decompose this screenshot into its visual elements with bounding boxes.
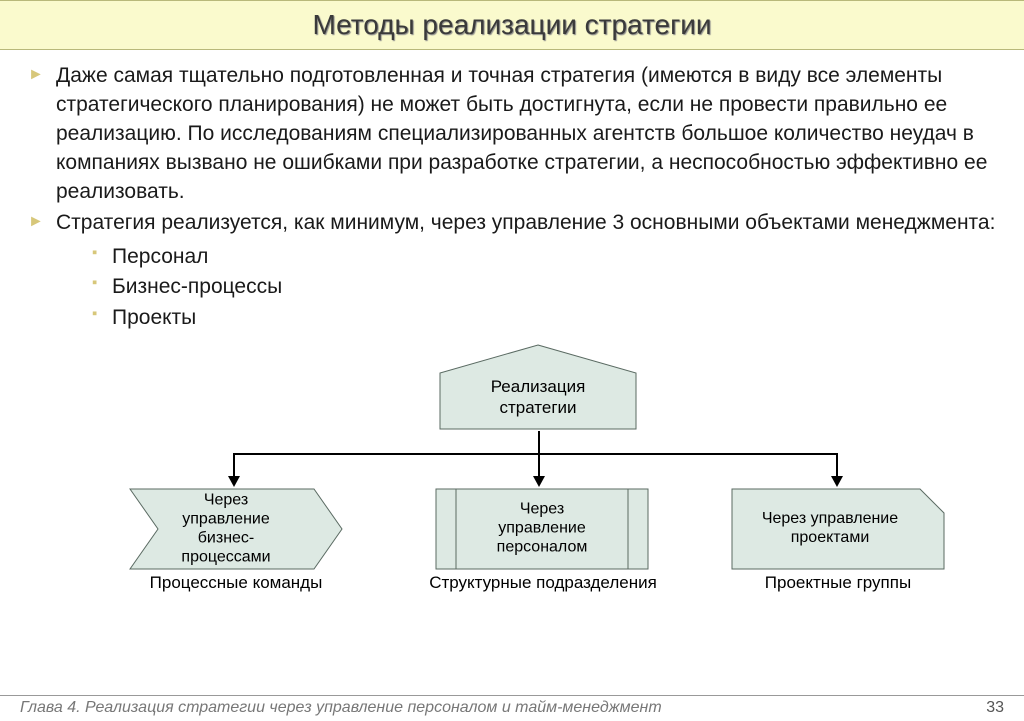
child-node-projects: Через управлениепроектами <box>730 487 946 571</box>
node-label: Черезуправлениеперсоналом <box>434 501 650 558</box>
connector-arrow <box>836 453 838 477</box>
connector-trunk <box>538 431 540 453</box>
node-label: Черезуправлениебизнес-процессами <box>128 491 344 567</box>
title-bar: Методы реализации стратегии <box>0 0 1024 50</box>
node-label: Через управлениепроектами <box>730 510 946 548</box>
connector-arrow <box>233 453 235 477</box>
root-node: Реализациястратегии <box>438 343 638 431</box>
sub-bullets: Персонал Бизнес-процессы Проекты <box>56 242 1000 333</box>
sub-bullet-item: Проекты <box>56 303 1000 333</box>
node-caption: Процессные команды <box>128 573 344 593</box>
diagram: Реализациястратегии Черезуправлениебизне… <box>28 341 1000 591</box>
root-node-label: Реализациястратегии <box>438 377 638 418</box>
footer-chapter: Глава 4. Реализация стратегии через упра… <box>20 699 662 717</box>
node-caption: Проектные группы <box>730 573 946 593</box>
sub-bullet-item: Персонал <box>56 242 1000 272</box>
sub-bullet-item: Бизнес-процессы <box>56 272 1000 302</box>
child-node-processes: Черезуправлениебизнес-процессами <box>128 487 344 571</box>
node-caption: Структурные подразделения <box>408 573 678 593</box>
bullet-text: Стратегия реализуется, как минимум, чере… <box>56 211 995 234</box>
page-number: 33 <box>986 699 1004 717</box>
connector-arrow <box>538 453 540 477</box>
footer: Глава 4. Реализация стратегии через упра… <box>0 695 1024 717</box>
bullet-item: Даже самая тщательно подготовленная и то… <box>28 62 1000 207</box>
child-node-personnel: Черезуправлениеперсоналом <box>434 487 650 571</box>
main-bullets: Даже самая тщательно подготовленная и то… <box>28 62 1000 333</box>
bullet-item: Стратегия реализуется, как минимум, чере… <box>28 209 1000 333</box>
slide-title: Методы реализации стратегии <box>0 9 1024 41</box>
body-content: Даже самая тщательно подготовленная и то… <box>0 50 1024 591</box>
connector-hline <box>233 453 838 455</box>
